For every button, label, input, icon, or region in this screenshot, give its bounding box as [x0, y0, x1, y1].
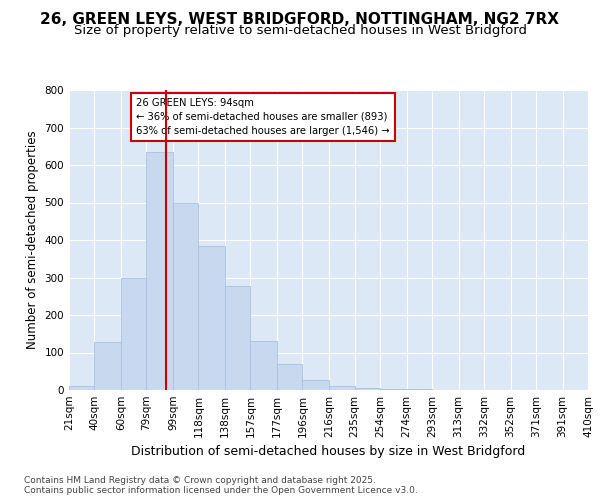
Bar: [250, 341, 277, 390]
Bar: [380, 389, 407, 390]
Bar: [69, 386, 94, 390]
Bar: [355, 388, 380, 390]
Text: 26, GREEN LEYS, WEST BRIDGFORD, NOTTINGHAM, NG2 7RX: 26, GREEN LEYS, WEST BRIDGFORD, NOTTINGH…: [41, 12, 560, 28]
Text: 26 GREEN LEYS: 94sqm
← 36% of semi-detached houses are smaller (893)
63% of semi: 26 GREEN LEYS: 94sqm ← 36% of semi-detac…: [136, 98, 390, 136]
Bar: [121, 278, 146, 390]
Bar: [225, 286, 250, 390]
Bar: [277, 364, 302, 390]
X-axis label: Distribution of semi-detached houses by size in West Bridgford: Distribution of semi-detached houses by …: [131, 446, 526, 458]
Bar: [329, 386, 355, 390]
Bar: [199, 246, 225, 390]
Bar: [173, 202, 199, 390]
Bar: [302, 380, 329, 390]
Bar: [146, 152, 173, 390]
Y-axis label: Number of semi-detached properties: Number of semi-detached properties: [26, 130, 39, 350]
Bar: [94, 342, 121, 390]
Bar: [407, 389, 432, 390]
Text: Contains HM Land Registry data © Crown copyright and database right 2025.
Contai: Contains HM Land Registry data © Crown c…: [24, 476, 418, 495]
Text: Size of property relative to semi-detached houses in West Bridgford: Size of property relative to semi-detach…: [74, 24, 527, 37]
